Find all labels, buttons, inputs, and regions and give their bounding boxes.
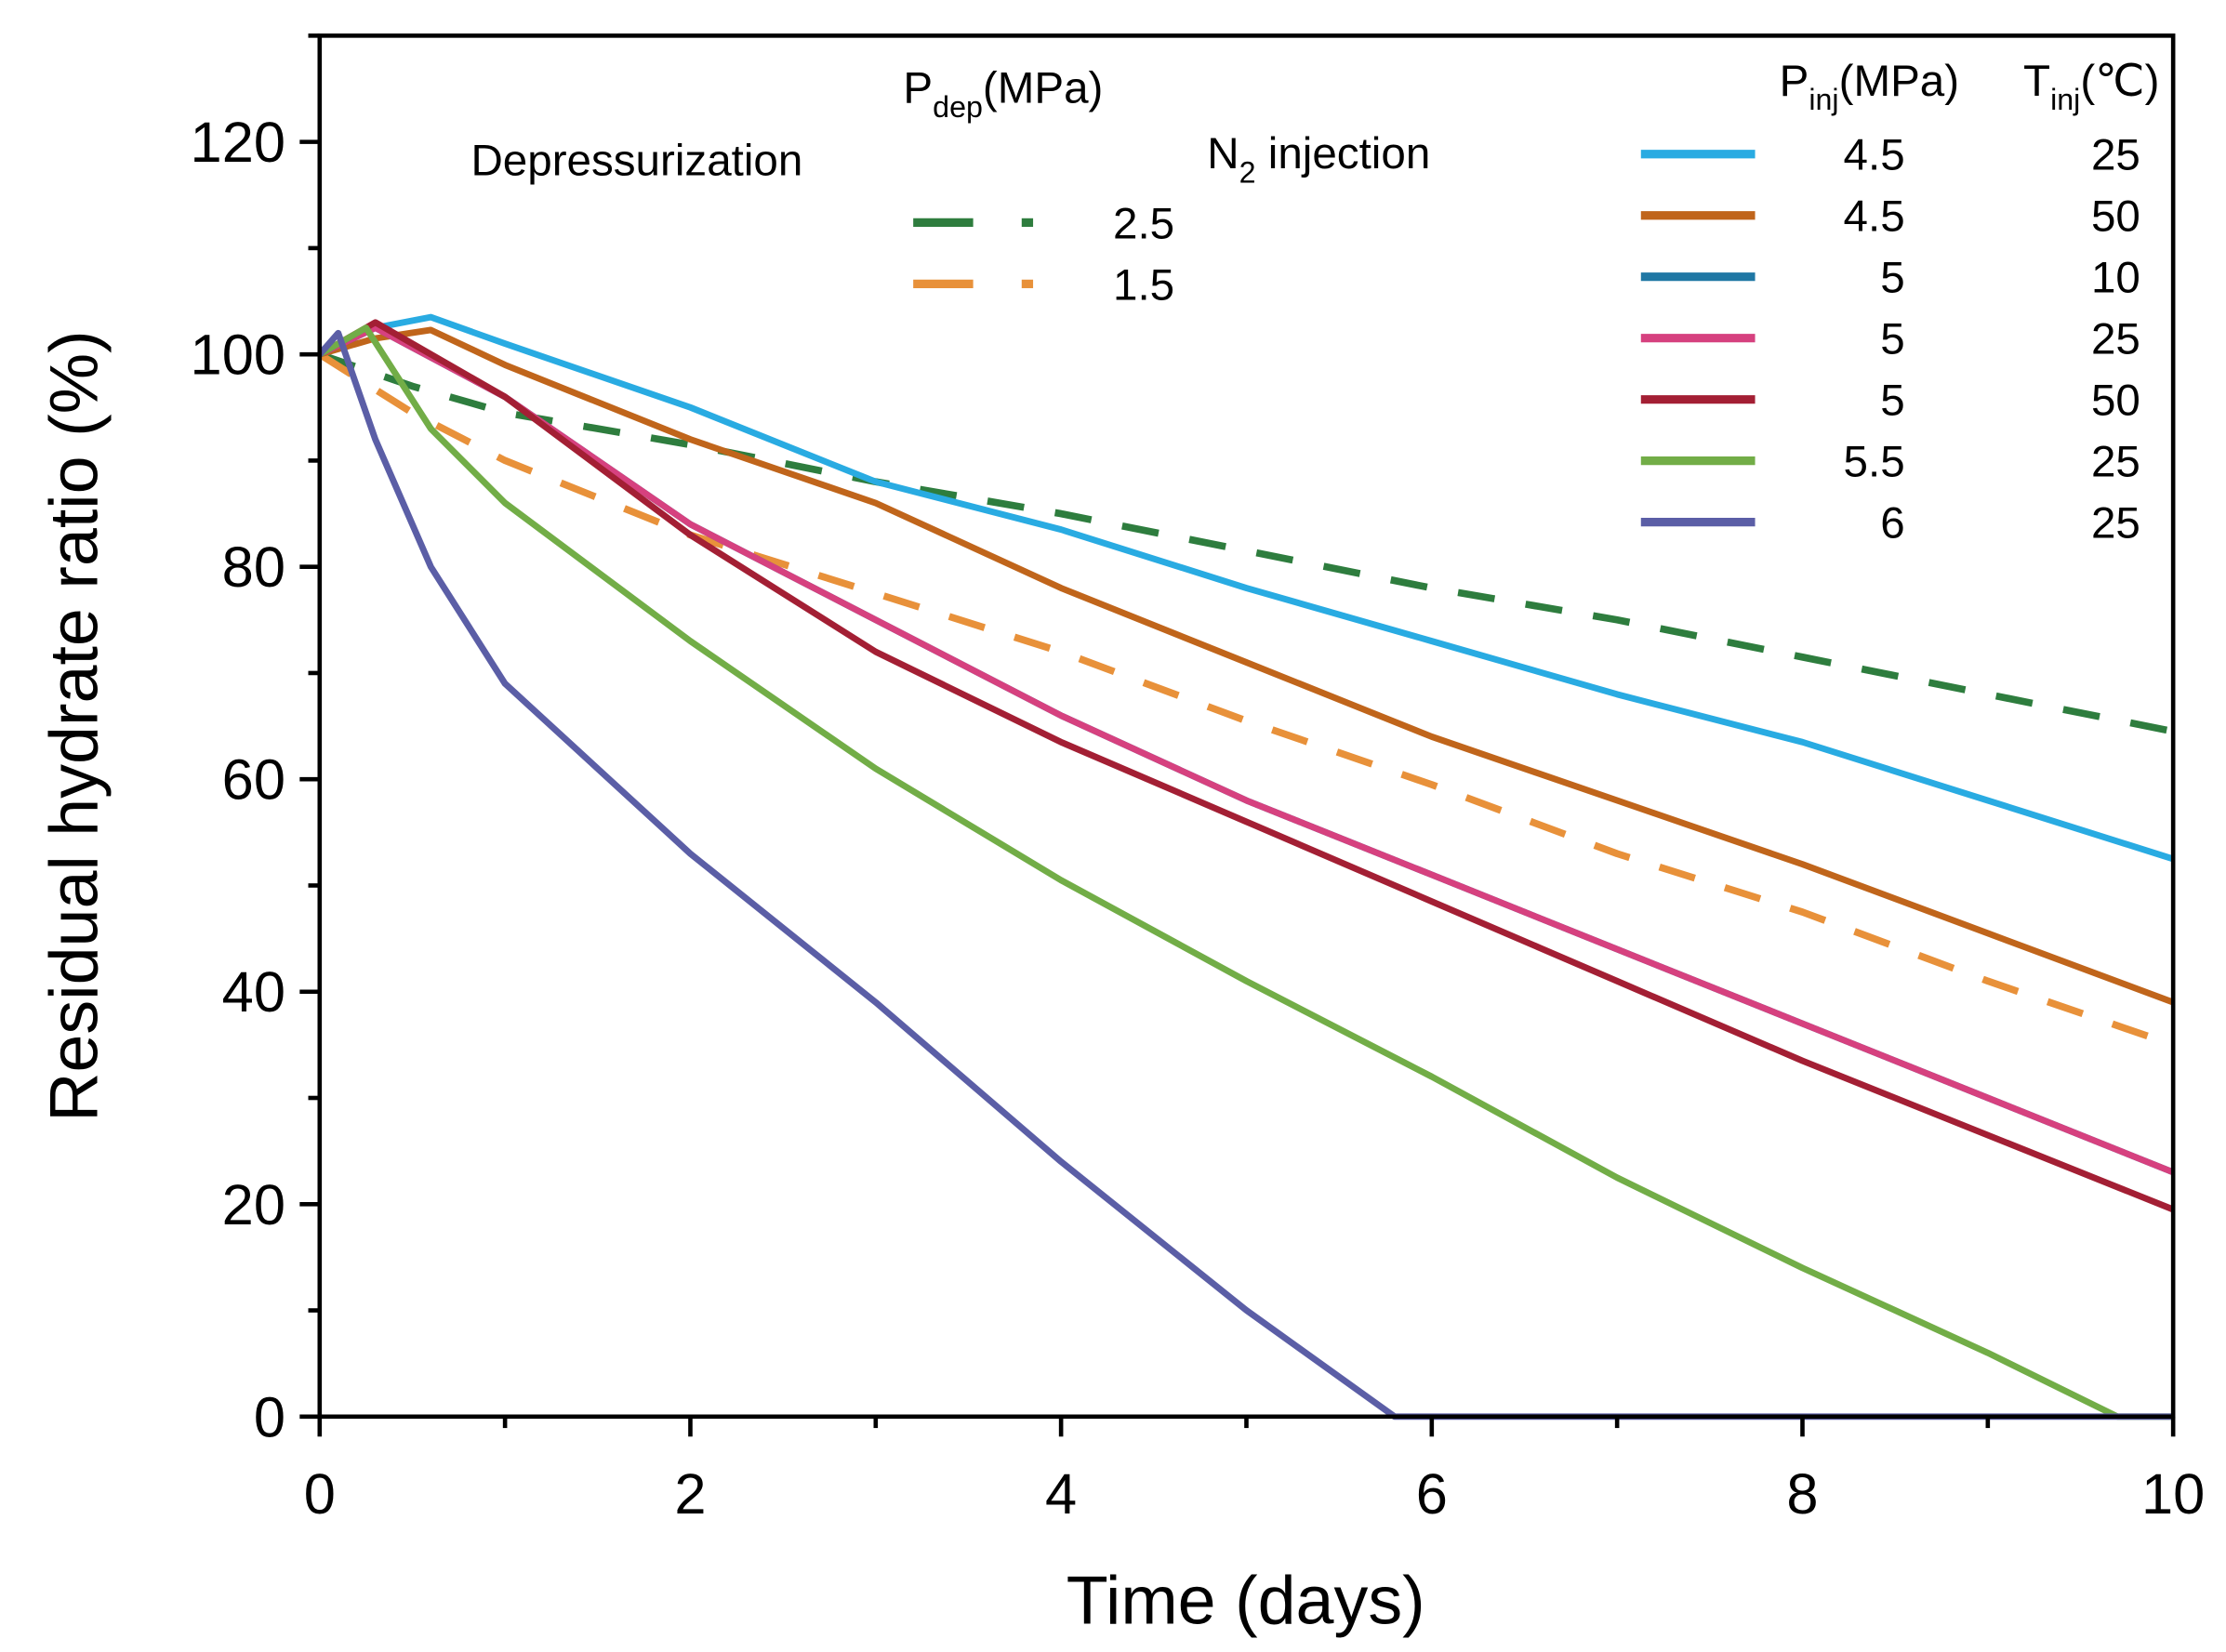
series-line-6	[318, 319, 2175, 1213]
legend-label-pinj: 4.5	[1844, 192, 1905, 242]
legend-label-pinj: 5	[1880, 377, 1904, 426]
legend-label-tinj: 25	[2091, 131, 2140, 180]
x-tick-label: 6	[1416, 1462, 1448, 1526]
series-line-1	[317, 350, 2175, 1049]
x-tick-label: 8	[1786, 1462, 1818, 1526]
legend-label-pinj: 6	[1880, 499, 1904, 548]
legend-label-pdep: 1.5	[1113, 260, 1174, 310]
legend-label-tinj: 50	[2091, 377, 2140, 426]
legend-inj-label: N2 injection	[1207, 129, 1430, 189]
legend-label-pinj: 5.5	[1844, 438, 1905, 487]
legend-label-tinj: 25	[2091, 499, 2140, 548]
legend-pinj-header: Pinj(MPa)	[1780, 57, 1959, 116]
x-axis-label: Time (days)	[1067, 1561, 1425, 1638]
legend-label-pinj: 5	[1880, 315, 1904, 364]
legend-label-pinj: 5	[1880, 254, 1904, 303]
legend-entries: 2.5 1.5 4.5 25 4.5 50 5 10 5 25 5 50 5.5 25 6 25	[913, 131, 2140, 548]
legend-label-tinj: 25	[2091, 438, 2140, 487]
x-tick-label: 0	[304, 1462, 336, 1526]
y-tick-label: 100	[191, 324, 285, 388]
plot-frame	[317, 33, 2176, 1420]
legend-label-pdep: 2.5	[1113, 199, 1174, 248]
y-axis-label: Residual hydrate ratio (%)	[34, 330, 112, 1121]
y-tick-label: 80	[222, 535, 285, 600]
legend-label-tinj: 25	[2091, 315, 2140, 364]
legend-dep-title: Pdep(MPa)	[903, 63, 1103, 123]
legend-label-tinj: 10	[2091, 254, 2140, 303]
y-tick-label: 0	[254, 1385, 285, 1449]
x-tick-label: 10	[2141, 1462, 2205, 1526]
series-line-2	[318, 313, 2175, 863]
y-tick-label: 120	[191, 111, 285, 175]
legend-dep-label: Depressurization	[470, 137, 802, 186]
legend-label-tinj: 50	[2091, 192, 2140, 242]
x-tick-label: 4	[1045, 1462, 1077, 1526]
legend-tinj-header: Tinj(℃)	[2023, 57, 2159, 116]
y-tick-label: 60	[222, 748, 285, 813]
series-line-8	[317, 329, 2174, 1421]
series-line-7	[318, 324, 2174, 1421]
series-line-3	[318, 326, 2175, 1006]
legend-label-pinj: 4.5	[1844, 131, 1905, 180]
y-tick-label: 40	[222, 960, 285, 1024]
series-line-0	[318, 350, 2174, 735]
plot-lines	[317, 313, 2175, 1421]
x-tick-label: 2	[674, 1462, 706, 1526]
y-tick-label: 20	[222, 1173, 285, 1237]
